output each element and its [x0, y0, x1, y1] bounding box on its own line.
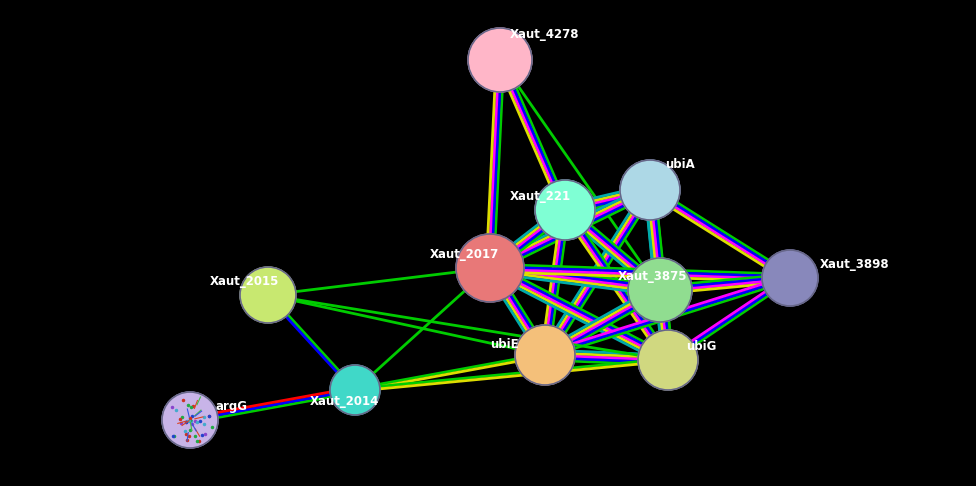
Text: Xaut_2017: Xaut_2017	[430, 248, 500, 261]
Circle shape	[456, 234, 524, 302]
Circle shape	[535, 180, 595, 240]
Text: ubiG: ubiG	[686, 340, 716, 353]
Circle shape	[330, 365, 380, 415]
Circle shape	[762, 250, 818, 306]
Circle shape	[162, 392, 218, 448]
Circle shape	[620, 160, 680, 220]
Text: ubiA: ubiA	[665, 158, 695, 171]
Text: Xaut_3898: Xaut_3898	[820, 258, 890, 271]
Text: ubiE: ubiE	[490, 338, 518, 351]
Circle shape	[468, 28, 532, 92]
Circle shape	[638, 330, 698, 390]
Circle shape	[628, 258, 692, 322]
Circle shape	[240, 267, 296, 323]
Text: Xaut_2014: Xaut_2014	[310, 395, 380, 408]
Text: Xaut_3875: Xaut_3875	[618, 270, 687, 283]
Text: Xaut_221: Xaut_221	[510, 190, 571, 203]
Circle shape	[515, 325, 575, 385]
Text: Xaut_2015: Xaut_2015	[210, 275, 279, 288]
Text: argG: argG	[215, 400, 247, 413]
Text: Xaut_4278: Xaut_4278	[510, 28, 580, 41]
